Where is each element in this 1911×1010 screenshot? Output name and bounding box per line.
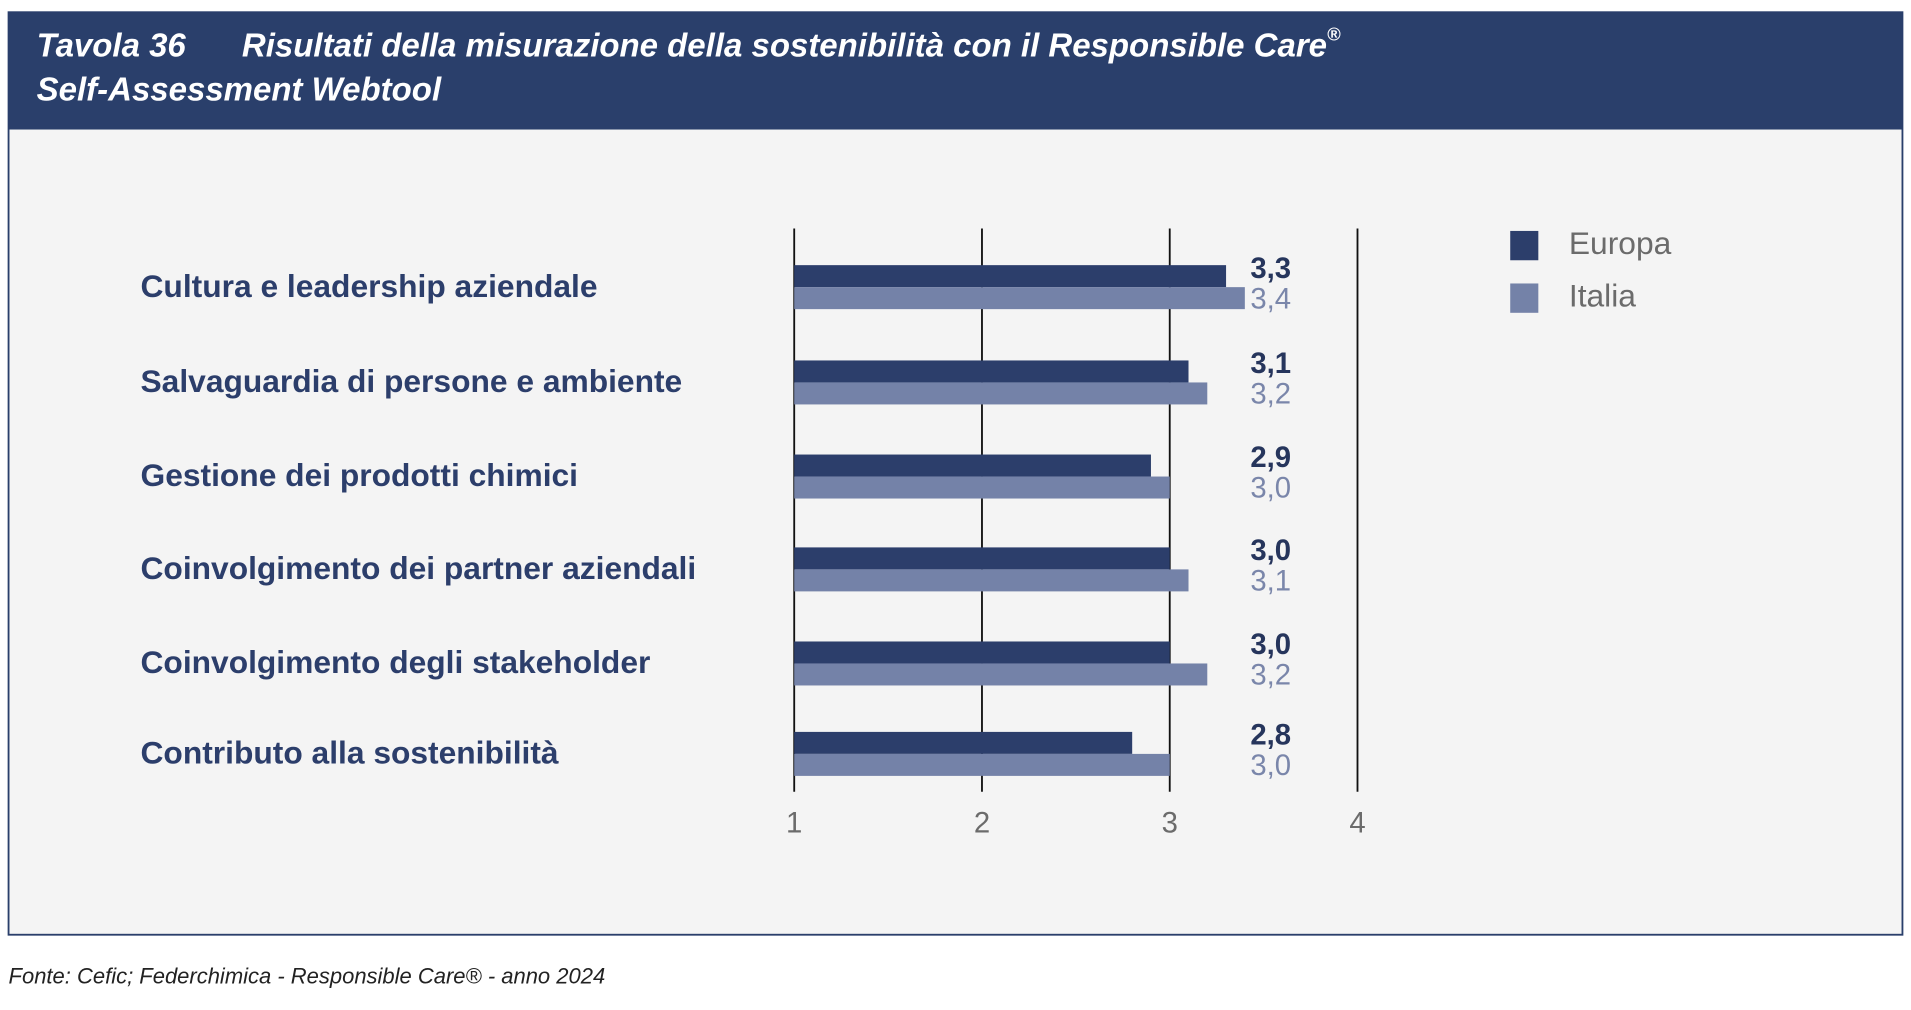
bar [794, 287, 1245, 310]
title-label: Tavola 36 [37, 26, 187, 63]
header [8, 12, 1903, 130]
title: Risultati della misurazione della sosten… [242, 23, 1341, 63]
bar [794, 454, 1151, 477]
value-label: 2,9 [1250, 441, 1291, 474]
x-tick-label: 4 [1349, 807, 1365, 840]
bar [794, 753, 1170, 776]
legend-swatch [1510, 230, 1539, 261]
bar [794, 663, 1208, 686]
bar [794, 569, 1189, 592]
value-label: 3,4 [1250, 282, 1291, 315]
value-label: 3,2 [1250, 659, 1291, 692]
value-label: 3,3 [1250, 252, 1291, 285]
legend-label: Italia [1569, 278, 1636, 314]
value-label: 3,0 [1250, 534, 1291, 567]
category-label: Coinvolgimento degli stakeholder [141, 644, 651, 680]
bar [794, 731, 1133, 754]
legend-swatch [1510, 283, 1539, 313]
bar [794, 476, 1170, 499]
category-label: Contributo alla sostenibilità [141, 735, 559, 771]
x-tick-label: 2 [974, 807, 990, 840]
category-label: Cultura e leadership aziendale [141, 268, 598, 304]
category-label: Gestione dei prodotti chimici [141, 457, 579, 493]
bar [794, 547, 1170, 570]
title-mark: ® [1327, 23, 1341, 44]
legend-label: Europa [1569, 225, 1672, 261]
bar [794, 382, 1208, 405]
value-label: 3,0 [1250, 628, 1291, 661]
title-line2: Self-Assessment Webtool [37, 70, 442, 107]
bar [794, 265, 1227, 288]
bar [794, 360, 1189, 383]
value-label: 3,1 [1250, 565, 1291, 598]
title-text: Risultati della misurazione della sosten… [242, 26, 1327, 63]
bar [794, 641, 1170, 664]
x-tick-label: 3 [1162, 807, 1178, 840]
source: Fonte: Cefic; Federchimica - Responsible… [9, 963, 606, 988]
value-label: 3,1 [1250, 347, 1291, 380]
category-label: Coinvolgimento dei partner aziendali [141, 550, 697, 586]
value-label: 3,0 [1250, 749, 1291, 782]
value-label: 3,0 [1250, 472, 1291, 505]
value-label: 2,8 [1250, 719, 1291, 752]
category-label: Salvaguardia di persone e ambiente [141, 363, 683, 399]
x-tick-label: 1 [786, 807, 802, 840]
value-label: 3,2 [1250, 378, 1291, 411]
